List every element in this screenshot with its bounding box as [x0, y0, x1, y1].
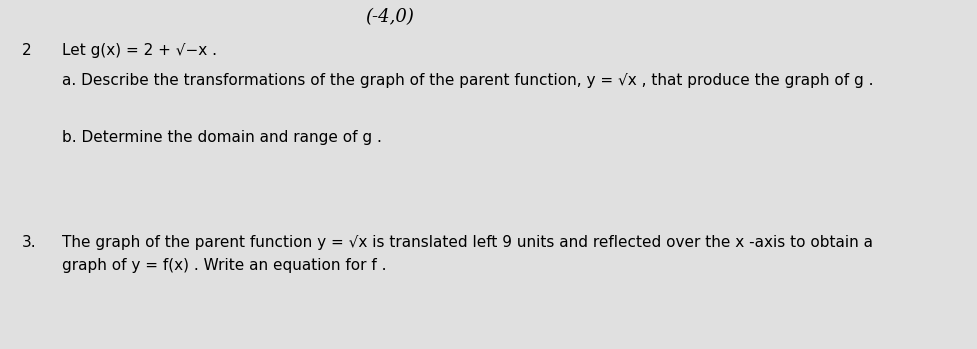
- Text: 2: 2: [21, 43, 31, 58]
- Text: The graph of the parent function y = √x is translated left 9 units and reflected: The graph of the parent function y = √x …: [62, 235, 872, 250]
- Text: a. Describe the transformations of the graph of the parent function, y = √x , th: a. Describe the transformations of the g…: [62, 73, 872, 88]
- Text: graph of y = f(x) . Write an equation for f .: graph of y = f(x) . Write an equation fo…: [62, 258, 386, 273]
- Text: 3.: 3.: [21, 235, 36, 250]
- Text: Let g(x) = 2 + √−x .: Let g(x) = 2 + √−x .: [62, 43, 217, 58]
- Text: b. Determine the domain and range of g .: b. Determine the domain and range of g .: [62, 130, 381, 145]
- Text: (-4,0): (-4,0): [364, 8, 413, 26]
